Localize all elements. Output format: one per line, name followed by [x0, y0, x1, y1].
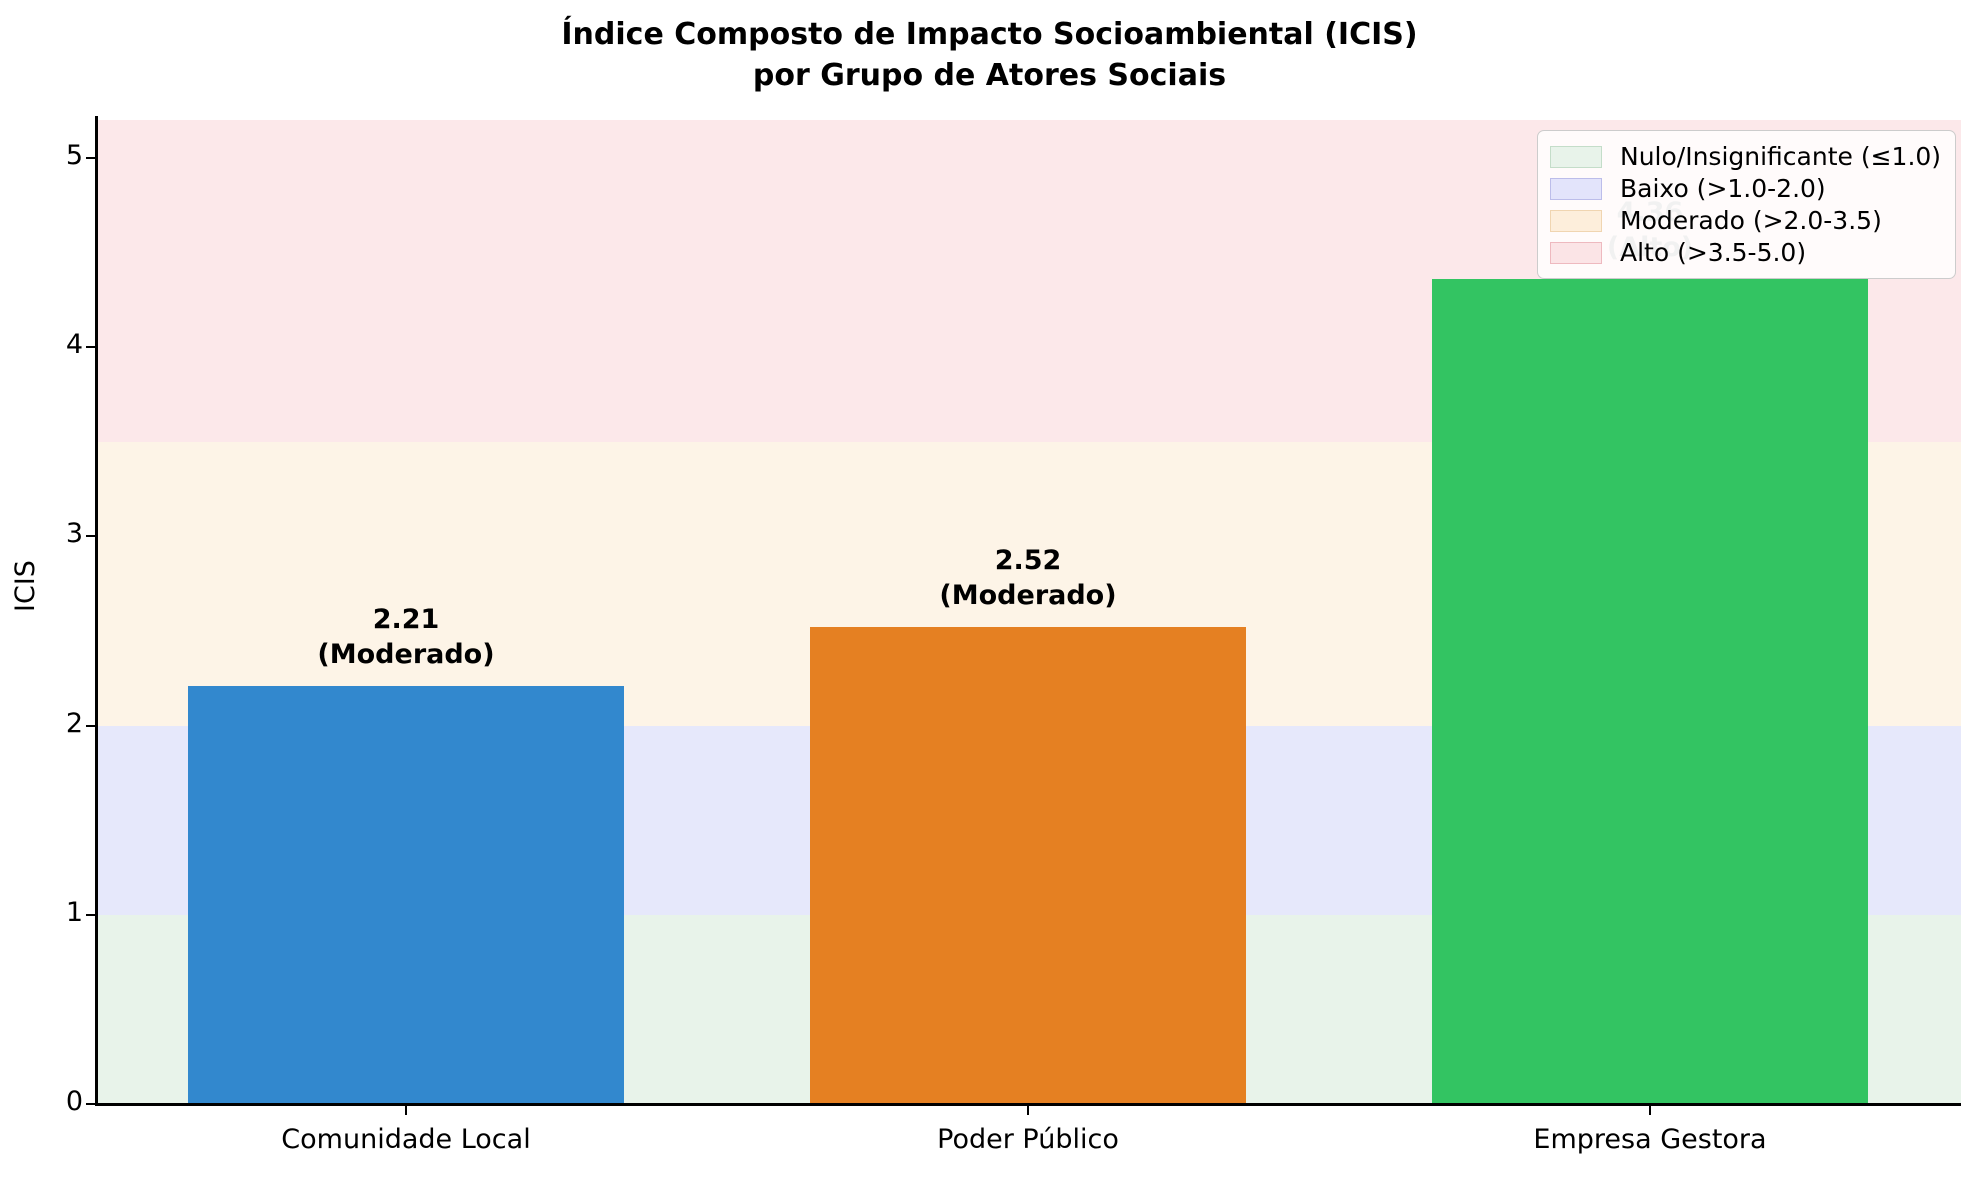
bar-0[interactable] — [188, 685, 624, 1104]
y-tick-label-1: 1 — [65, 896, 83, 928]
legend-swatch-icon-3 — [1550, 241, 1602, 264]
y-tick-mark-4 — [86, 346, 95, 349]
plot-area — [95, 120, 1961, 1104]
y-tick-mark-1 — [86, 913, 95, 916]
y-tick-label-3: 3 — [65, 518, 83, 550]
y-tick-label-2: 2 — [65, 707, 83, 739]
bar-1[interactable] — [810, 627, 1246, 1104]
y-tick-label-5: 5 — [65, 139, 83, 171]
legend-swatch-icon-2 — [1550, 209, 1602, 232]
x-axis-spine — [95, 1103, 1961, 1106]
y-tick-mark-2 — [86, 724, 95, 727]
bar-value-label-0: 2.21 (Moderado) — [317, 603, 495, 670]
legend-label-0: Nulo/Insignificante (≤1.0) — [1620, 142, 1942, 171]
legend-swatch-icon-0 — [1550, 145, 1602, 168]
legend-label-3: Alto (>3.5-5.0) — [1620, 238, 1807, 267]
y-tick-mark-0 — [86, 1103, 95, 1105]
x-tick-mark-2 — [1649, 1106, 1651, 1115]
y-tick-label-0: 0 — [65, 1086, 83, 1117]
y-tick-mark-5 — [86, 156, 95, 159]
legend-item-3[interactable]: Alto (>3.5-5.0) — [1550, 237, 1941, 268]
y-tick-mark-3 — [86, 535, 95, 538]
y-axis-label: ICIS — [10, 560, 41, 612]
legend-item-1[interactable]: Baixo (>1.0-2.0) — [1550, 173, 1941, 204]
bar-2[interactable] — [1432, 278, 1868, 1104]
legend-label-2: Moderado (>2.0-3.5) — [1620, 206, 1882, 235]
x-tick-mark-1 — [1027, 1106, 1029, 1115]
x-tick-label-1: Poder Público — [937, 1124, 1119, 1155]
x-tick-label-2: Empresa Gestora — [1533, 1124, 1767, 1155]
page-title: Índice Composto de Impacto Socioambienta… — [561, 17, 1418, 94]
legend-item-0[interactable]: Nulo/Insignificante (≤1.0) — [1550, 141, 1941, 172]
x-tick-mark-0 — [405, 1106, 407, 1115]
bar-value-label-1: 2.52 (Moderado) — [939, 545, 1117, 612]
legend-label-1: Baixo (>1.0-2.0) — [1620, 174, 1826, 203]
y-tick-label-4: 4 — [65, 329, 83, 361]
legend-item-2[interactable]: Moderado (>2.0-3.5) — [1550, 205, 1941, 236]
y-axis-spine — [95, 116, 98, 1106]
legend[interactable]: Nulo/Insignificante (≤1.0) Baixo (>1.0-2.… — [1537, 130, 1957, 279]
x-tick-label-0: Comunidade Local — [281, 1124, 531, 1155]
legend-swatch-icon-1 — [1550, 177, 1602, 200]
